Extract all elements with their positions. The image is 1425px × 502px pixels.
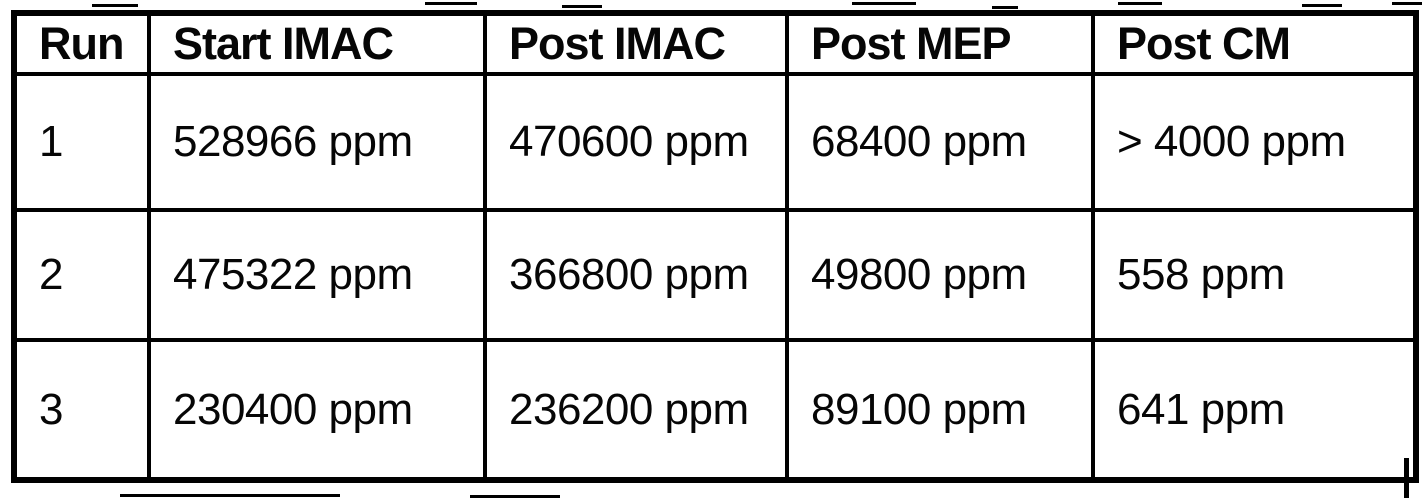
scan-speck — [1392, 2, 1422, 5]
cell-post-cm: 641 ppm — [1091, 338, 1418, 482]
cell-post-cm: 558 ppm — [1091, 208, 1418, 342]
scan-speck — [1302, 4, 1342, 7]
header-row: Run Start IMAC Post IMAC Post MEP Post C… — [12, 11, 1418, 76]
cell-post-cm: > 4000 ppm — [1091, 72, 1418, 212]
table-row-run-2: 2 475322 ppm 366800 ppm 49800 ppm 558 pp… — [12, 208, 1418, 342]
scan-speck — [562, 5, 602, 8]
table-row-run-1: 1 528966 ppm 470600 ppm 68400 ppm > 4000… — [12, 72, 1418, 212]
scan-speck — [425, 2, 477, 5]
scan-speck — [470, 495, 560, 498]
scan-speck — [992, 6, 1018, 9]
cell-run: 2 — [12, 208, 151, 342]
cell-run: 3 — [12, 338, 151, 482]
table-row-run-3: 3 230400 ppm 236200 ppm 89100 ppm 641 pp… — [12, 338, 1418, 482]
cell-post-mep: 68400 ppm — [785, 72, 1095, 212]
cell-post-imac: 236200 ppm — [483, 338, 789, 482]
header-cell-post-imac: Post IMAC — [483, 11, 789, 76]
scan-speck — [120, 494, 340, 497]
cell-post-imac: 366800 ppm — [483, 208, 789, 342]
cell-start-imac: 528966 ppm — [147, 72, 487, 212]
scan-speck — [852, 2, 916, 5]
cell-post-mep: 89100 ppm — [785, 338, 1095, 482]
header-cell-start-imac: Start IMAC — [147, 11, 487, 76]
header-cell-post-mep: Post MEP — [785, 11, 1095, 76]
scan-speck — [1118, 2, 1162, 5]
cell-post-mep: 49800 ppm — [785, 208, 1095, 342]
header-cell-post-cm: Post CM — [1091, 11, 1418, 76]
cell-post-imac: 470600 ppm — [483, 72, 789, 212]
cell-run: 1 — [12, 72, 151, 212]
scan-speck — [92, 4, 138, 7]
cell-start-imac: 475322 ppm — [147, 208, 487, 342]
header-cell-run: Run — [12, 11, 151, 76]
results-table: Run Start IMAC Post IMAC Post MEP Post C… — [11, 10, 1419, 483]
cell-start-imac: 230400 ppm — [147, 338, 487, 482]
